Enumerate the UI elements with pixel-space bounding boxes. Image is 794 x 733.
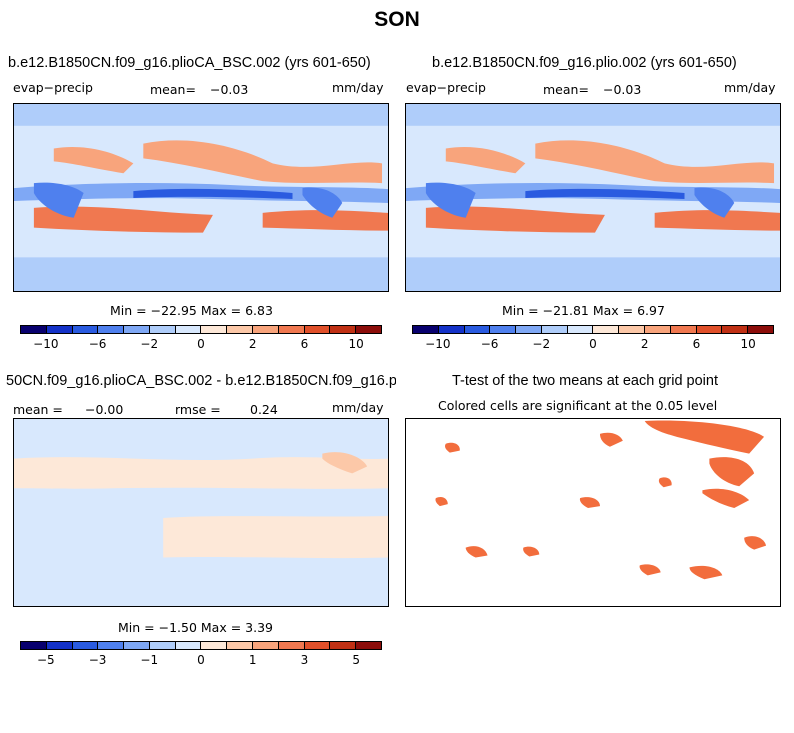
colorbar-swatch: [438, 326, 465, 333]
colorbar-tick-label: 10: [348, 337, 364, 351]
colorbar-tick-label: 2: [640, 337, 649, 351]
colorbar-tick-label: −5: [36, 653, 55, 667]
panel4-map: [405, 418, 781, 607]
colorbar-swatch: [619, 326, 646, 333]
colorbar-3: [20, 641, 382, 650]
colorbar-swatch: [201, 326, 228, 333]
panel3-units: mm/day: [332, 400, 384, 415]
colorbar-swatch: [330, 326, 357, 333]
colorbar-tick-label: −2: [532, 337, 551, 351]
colorbar-swatch: [748, 326, 773, 333]
panel4-subtitle: Colored cells are significant at the 0.0…: [438, 398, 718, 413]
colorbar-swatch: [696, 326, 723, 333]
colorbar-tick-label: 0: [197, 337, 205, 351]
colorbar-swatch: [356, 326, 381, 333]
colorbar-swatch: [330, 642, 357, 649]
colorbar-swatch: [413, 326, 439, 333]
colorbar-swatch: [175, 326, 202, 333]
colorbar-tick-label: 5: [352, 653, 360, 667]
colorbar-swatch: [356, 642, 381, 649]
colorbar-tick-label: −1: [140, 653, 159, 667]
colorbar-tick-label: −10: [425, 337, 451, 351]
colorbar-3-ticks: −5 −3 −1 0 1 3 5: [0, 653, 794, 669]
panel2-stats: Min = −21.81 Max = 6.97: [502, 303, 665, 318]
colorbar-swatch: [278, 326, 305, 333]
panel3-mean-value: −0.00: [85, 402, 124, 417]
colorbar-1-ticks: −10 −6 −2 0 2 6 10: [0, 337, 794, 353]
colorbar-swatch: [490, 326, 517, 333]
colorbar-swatch: [227, 326, 254, 333]
panel1-variable: evap−precip: [13, 80, 93, 95]
colorbar-swatch: [46, 326, 73, 333]
panel2-title: b.e12.B1850CN.f09_g16.plio.002 (yrs 601-…: [432, 55, 737, 71]
colorbar-swatch: [304, 642, 331, 649]
colorbar-swatch: [46, 642, 73, 649]
panel3-stats: Min = −1.50 Max = 3.39: [118, 620, 273, 635]
colorbar-tick-label: −6: [480, 337, 499, 351]
colorbar-swatch: [98, 326, 125, 333]
colorbar-swatch: [72, 642, 99, 649]
colorbar-swatch: [567, 326, 594, 333]
colorbar-tick-label: 2: [248, 337, 257, 351]
panel1-stats: Min = −22.95 Max = 6.83: [110, 303, 273, 318]
colorbar-tick-label: 0: [589, 337, 597, 351]
panel3-title: 50CN.f09_g16.plioCA_BSC.002 - b.e12.B185…: [6, 373, 396, 389]
colorbar-swatch: [516, 326, 542, 333]
colorbar-swatch: [253, 326, 279, 333]
colorbar-swatch: [175, 642, 202, 649]
colorbar-swatch: [72, 326, 99, 333]
colorbar-1: [20, 325, 382, 334]
colorbar-2: [412, 325, 774, 334]
colorbar-swatch: [593, 326, 620, 333]
colorbar-swatch: [645, 326, 671, 333]
colorbar-swatch: [149, 326, 176, 333]
panel3-map: [13, 418, 389, 607]
panel1-map: [13, 103, 389, 292]
colorbar-swatch: [201, 642, 228, 649]
panel2-units: mm/day: [724, 80, 776, 95]
panel3-field: [14, 419, 388, 606]
colorbar-swatch: [253, 642, 279, 649]
colorbar-swatch: [464, 326, 491, 333]
panel2-mean-value: −0.03: [603, 82, 642, 97]
colorbar-swatch: [21, 326, 47, 333]
colorbar-swatch: [278, 642, 305, 649]
panel2-mean-label: mean=: [543, 82, 589, 97]
colorbar-swatch: [541, 326, 568, 333]
panel4-title: T-test of the two means at each grid poi…: [452, 373, 718, 389]
colorbar-swatch: [304, 326, 331, 333]
panel4-field: [406, 419, 780, 606]
colorbar-tick-label: 0: [197, 653, 205, 667]
figure-title: SON: [374, 8, 420, 31]
colorbar-swatch: [722, 326, 749, 333]
colorbar-tick-label: 1: [248, 653, 257, 667]
colorbar-tick-label: −3: [88, 653, 107, 667]
panel3-rmse-value: 0.24: [250, 402, 278, 417]
panel1-mean-value: −0.03: [210, 82, 249, 97]
colorbar-swatch: [98, 642, 125, 649]
colorbar-tick-label: −10: [33, 337, 59, 351]
panel3-mean-label: mean =: [13, 402, 63, 417]
colorbar-swatch: [149, 642, 176, 649]
panel1-mean-label: mean=: [150, 82, 196, 97]
panel2-map: [405, 103, 781, 292]
colorbar-tick-label: 10: [740, 337, 756, 351]
colorbar-tick-label: −2: [140, 337, 159, 351]
panel2-variable: evap−precip: [406, 80, 486, 95]
colorbar-swatch: [670, 326, 697, 333]
panel2-field: [406, 104, 780, 291]
colorbar-swatch: [21, 642, 47, 649]
panel1-field: [14, 104, 388, 291]
colorbar-tick-label: −6: [88, 337, 107, 351]
colorbar-tick-label: 3: [300, 653, 309, 667]
panel1-title: b.e12.B1850CN.f09_g16.plioCA_BSC.002 (yr…: [8, 55, 371, 71]
colorbar-swatch: [227, 642, 254, 649]
colorbar-tick-label: 6: [692, 337, 701, 351]
colorbar-swatch: [124, 642, 150, 649]
colorbar-tick-label: 6: [300, 337, 309, 351]
colorbar-2-ticks: −10 −6 −2 0 2 6 10: [0, 337, 794, 353]
panel3-rmse-label: rmse =: [175, 402, 221, 417]
colorbar-swatch: [124, 326, 150, 333]
panel1-units: mm/day: [332, 80, 384, 95]
